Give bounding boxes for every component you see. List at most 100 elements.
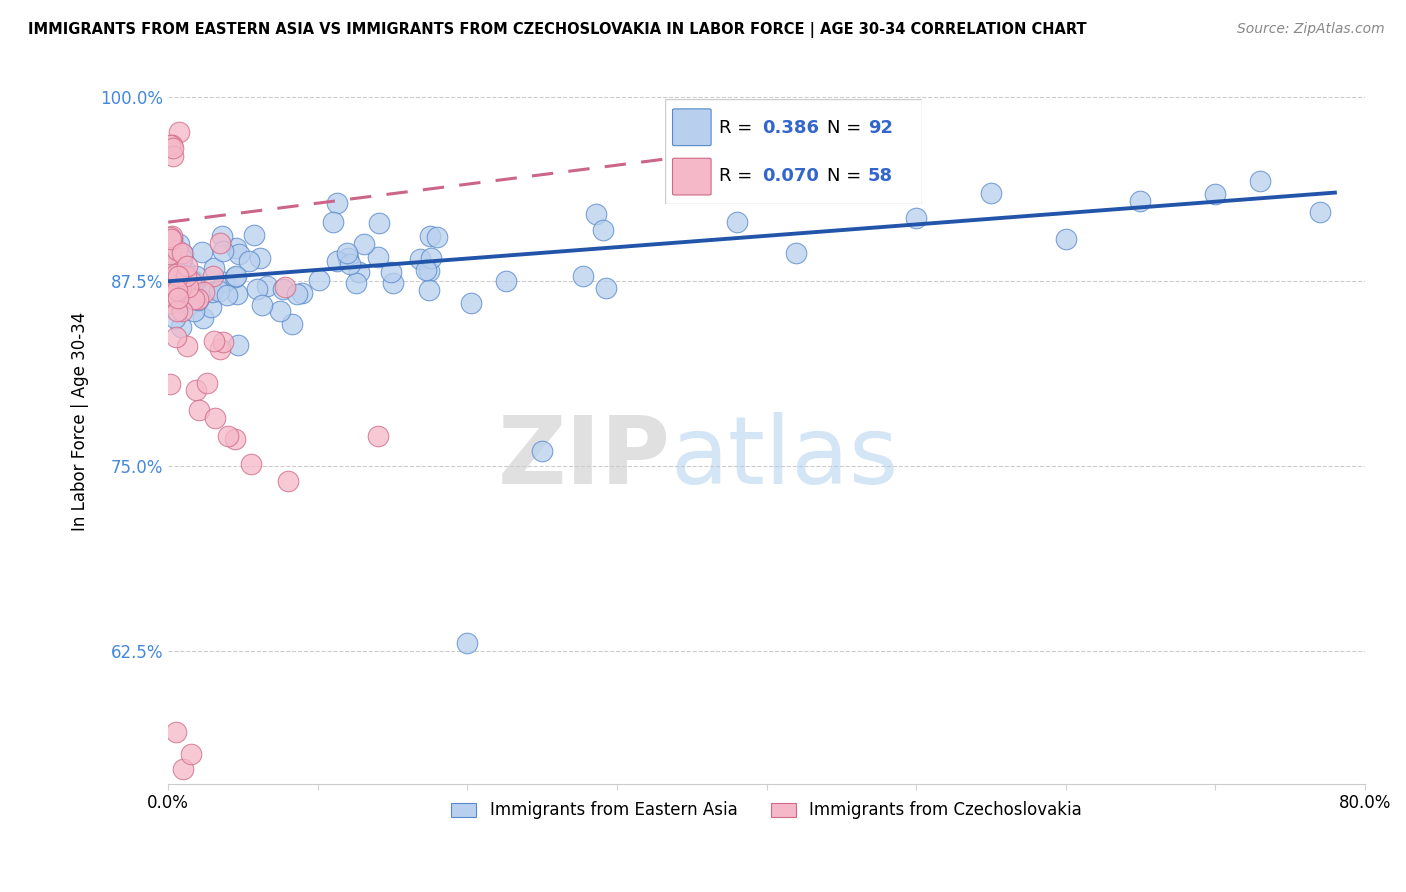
Point	[160, 232, 183, 246]
Point	[166, 291, 188, 305]
Text: IMMIGRANTS FROM EASTERN ASIA VS IMMIGRANTS FROM CZECHOSLOVAKIA IN LABOR FORCE | : IMMIGRANTS FROM EASTERN ASIA VS IMMIGRAN…	[28, 22, 1087, 38]
Point	[183, 274, 205, 288]
Point	[277, 474, 299, 488]
Point	[169, 280, 191, 294]
Point	[1054, 232, 1077, 246]
Point	[165, 311, 187, 326]
Point	[367, 429, 389, 443]
Point	[193, 285, 215, 300]
Point	[160, 289, 183, 303]
Point	[173, 282, 195, 296]
Point	[200, 285, 222, 299]
Point	[195, 376, 218, 391]
Point	[208, 284, 231, 298]
Point	[339, 257, 361, 271]
Point	[183, 304, 205, 318]
Point	[228, 247, 250, 261]
Point	[1129, 194, 1152, 209]
Point	[160, 260, 183, 275]
Point	[217, 288, 239, 302]
Point	[187, 293, 209, 308]
Point	[191, 244, 214, 259]
Point	[160, 138, 183, 153]
Point	[169, 269, 191, 284]
Point	[170, 264, 193, 278]
Point	[271, 282, 294, 296]
Point	[159, 247, 181, 261]
Point	[1309, 205, 1331, 219]
Point	[238, 254, 260, 268]
Point	[212, 244, 235, 259]
Point	[252, 298, 274, 312]
Point	[243, 228, 266, 243]
Point	[585, 207, 607, 221]
Point	[187, 403, 209, 417]
Point	[176, 259, 198, 273]
Point	[162, 141, 184, 155]
Point	[160, 232, 183, 246]
Point	[170, 245, 193, 260]
Point	[172, 303, 194, 318]
Point	[180, 286, 202, 301]
Point	[269, 304, 291, 318]
Point	[165, 725, 187, 739]
Point	[495, 275, 517, 289]
Point	[166, 283, 188, 297]
Point	[160, 250, 183, 264]
Point	[159, 230, 181, 244]
Point	[184, 285, 207, 299]
Point	[212, 334, 235, 349]
Point	[456, 636, 478, 650]
Point	[170, 320, 193, 334]
Point	[367, 250, 389, 264]
Point	[174, 269, 197, 284]
Point	[347, 265, 370, 279]
Point	[571, 268, 593, 283]
Point	[217, 429, 239, 443]
Point	[322, 215, 344, 229]
Point	[176, 339, 198, 353]
Point	[166, 243, 188, 257]
Point	[531, 444, 554, 458]
Point	[167, 295, 190, 310]
Point	[595, 281, 617, 295]
Point	[368, 216, 391, 230]
Point	[167, 125, 190, 139]
Point	[905, 211, 928, 226]
Point	[225, 268, 247, 283]
Point	[172, 247, 194, 261]
Point	[980, 186, 1002, 200]
Point	[187, 292, 209, 306]
Point	[420, 252, 443, 266]
Point	[193, 310, 215, 325]
Point	[336, 246, 359, 260]
Point	[281, 318, 304, 332]
Point	[159, 246, 181, 260]
Point	[226, 338, 249, 352]
Point	[177, 279, 200, 293]
Legend: Immigrants from Eastern Asia, Immigrants from Czechoslovakia: Immigrants from Eastern Asia, Immigrants…	[444, 795, 1088, 826]
Point	[174, 281, 197, 295]
Point	[162, 149, 184, 163]
Point	[162, 228, 184, 243]
Text: atlas: atlas	[671, 412, 898, 504]
Point	[163, 285, 186, 299]
Point	[186, 269, 208, 284]
Point	[202, 261, 225, 276]
Point	[165, 264, 187, 278]
Point	[725, 215, 748, 229]
Point	[172, 762, 194, 776]
Point	[184, 383, 207, 397]
Point	[163, 278, 186, 293]
Point	[325, 254, 347, 268]
Point	[165, 267, 187, 281]
Point	[184, 277, 207, 292]
Point	[308, 272, 330, 286]
Point	[326, 196, 349, 211]
Point	[159, 377, 181, 392]
Point	[353, 236, 375, 251]
Point	[162, 265, 184, 279]
Point	[208, 342, 231, 356]
Point	[172, 264, 194, 278]
Point	[202, 269, 225, 284]
